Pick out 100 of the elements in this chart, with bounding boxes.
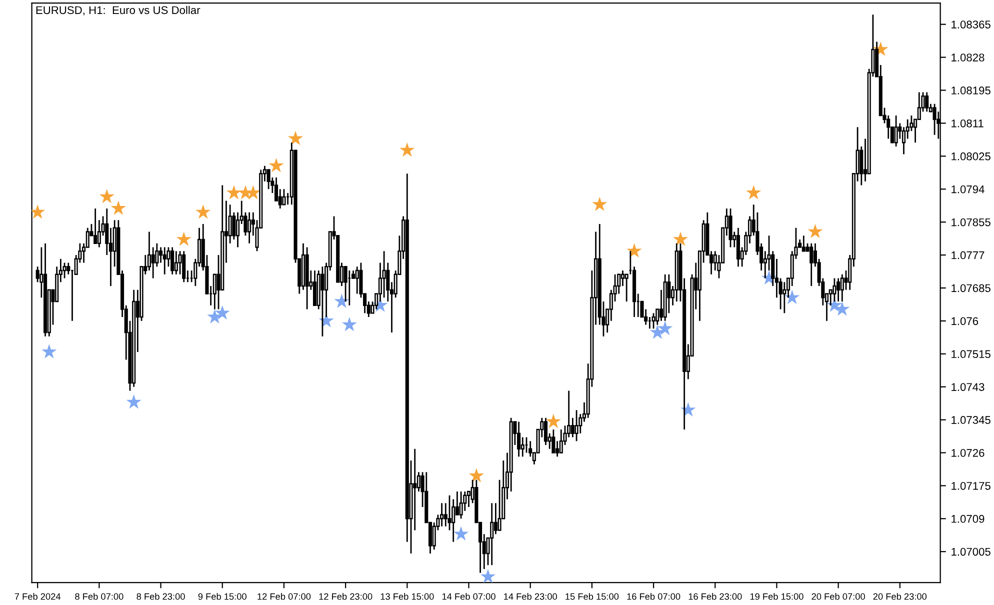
candlestick [278,188,282,210]
point [680,402,696,416]
x-tick-label: 15 Feb 15:00 [566,593,619,600]
y-tick-label: 1.07175 [952,482,990,490]
point [214,305,230,320]
point [480,568,496,583]
y-tick-label: 1.08025 [952,152,990,160]
candlestick [440,502,444,528]
candlestick [556,440,560,458]
point [126,394,142,409]
point [226,185,242,200]
y-tick-label: 1.0743 [952,383,984,391]
x-tick-label: 16 Feb 07:00 [627,593,680,600]
point [288,130,304,146]
point [468,468,484,482]
candlestick [490,502,494,566]
candlestick [94,208,98,244]
point [808,224,823,238]
y-tick-label: 1.0811 [952,119,984,128]
y-tick-label: 1.08195 [952,86,990,94]
y-tick-label: 1.07855 [952,218,990,226]
y-tick-label: 1.07345 [952,416,990,424]
x-tick-label: 14 Feb 07:00 [442,593,496,600]
point [784,290,800,304]
y-tick-label: 1.0709 [952,514,984,523]
point [746,185,762,200]
candlestick [652,312,656,330]
candlestick [840,274,844,302]
candlestick [832,278,836,302]
y-tick-label: 1.0794 [952,185,984,194]
point [342,316,357,332]
candlestick [62,262,66,279]
candlestick [544,417,548,446]
y-tick-label: 1.0828 [952,54,984,62]
candlestick [528,440,532,458]
x-tick-label: 19 Feb 15:00 [750,593,804,600]
candlestick [466,490,471,508]
candlestick [44,242,48,338]
x-tick-label: 20 Feb 23:00 [873,593,927,600]
x-tick-label: 16 Feb 23:00 [688,593,742,600]
x-tick-label: 20 Feb 07:00 [812,593,865,600]
point [32,204,46,219]
y-tick-label: 1.07515 [952,350,990,358]
y-tick-label: 1.076 [952,317,978,326]
candlestick [925,92,929,112]
x-tick-label: 8 Feb 23:00 [136,593,185,600]
point [546,414,561,428]
point [334,294,350,308]
point [400,142,415,157]
candlestick [552,428,556,454]
candlestick [802,234,806,252]
candlestick [182,250,186,283]
point [454,526,469,541]
candlestick [674,242,678,302]
candlestick [248,212,252,244]
candlestick [132,289,136,388]
point [592,196,608,212]
x-tick-label: 12 Feb 23:00 [319,593,372,600]
candlestick [498,479,502,531]
x-tick-label: 9 Feb 15:00 [198,593,246,600]
y-tick-label: 1.07005 [952,548,990,556]
y-tick-label: 1.0726 [952,449,984,457]
point [268,158,284,172]
candlestick [312,270,317,306]
candlestick [736,227,740,268]
candlestick [170,246,174,276]
x-tick-label: 14 Feb 23:00 [504,593,557,600]
y-tick-label: 1.08365 [952,20,990,28]
point [196,204,211,219]
candlestick [663,274,667,322]
y-tick-label: 1.07685 [952,284,990,292]
point [42,344,57,358]
candlestick [459,490,463,520]
candlestick [932,103,936,136]
point [110,200,126,215]
candlestick [266,169,270,190]
candlestick [836,278,840,302]
y-tick-label: 1.0777 [952,251,984,260]
candlestick [344,266,348,302]
candlestick [355,266,359,294]
point [672,232,688,246]
point [99,188,114,204]
x-tick-label: 12 Feb 07:00 [258,593,311,600]
candlestick [894,114,898,148]
candlestick [382,250,386,298]
x-tick-label: 7 Feb 2024 [14,593,61,600]
point [658,320,673,336]
candlestick [305,246,309,310]
point [626,243,642,258]
x-tick-label: 8 Feb 07:00 [75,593,124,600]
candlestick [574,409,578,442]
candlestick [174,250,178,276]
candlestick [517,421,521,458]
candlestick [728,208,732,248]
candlestick [559,428,563,454]
candlestick [320,266,324,338]
chart-title: EURUSD, H1: Euro vs US Dollar [36,6,200,16]
point [176,232,192,246]
candlestick [162,246,166,276]
x-tick-label: 13 Feb 15:00 [380,593,434,600]
